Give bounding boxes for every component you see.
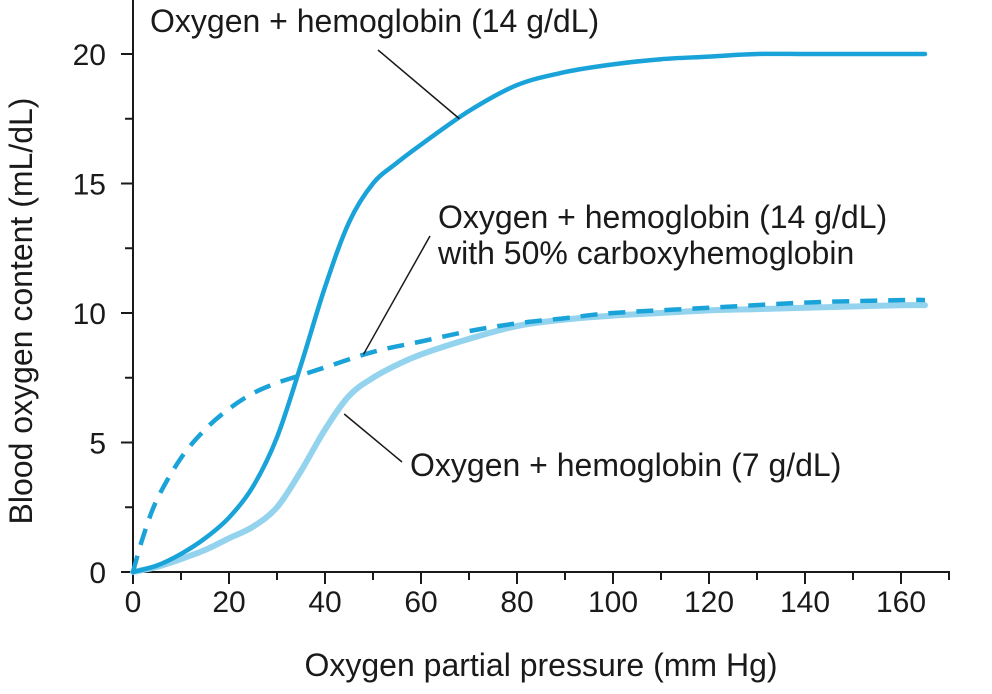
x-tick-label: 20: [212, 586, 245, 619]
annotation-label: Oxygen + hemoglobin (7 g/dL): [410, 447, 841, 483]
x-axis-label: Oxygen partial pressure (mm Hg): [304, 647, 777, 683]
x-tick-label: 100: [588, 586, 638, 619]
annotation-leader: [377, 49, 460, 120]
annotation-label: with 50% carboxyhemoglobin: [437, 235, 854, 271]
series-line-2: [130, 302, 928, 575]
annotation-layer: Oxygen + hemoglobin (14 g/dL) Oxygen + he…: [150, 3, 887, 483]
y-tick-label: 15: [73, 169, 106, 202]
annotation-label: Oxygen + hemoglobin (14 g/dL): [438, 199, 887, 235]
y-tick-label: 10: [73, 298, 106, 331]
x-tick-label: 40: [308, 586, 341, 619]
x-tick-label: 140: [780, 586, 830, 619]
x-tick-label: 60: [404, 586, 437, 619]
x-tick-label: 80: [500, 586, 533, 619]
x-tick-label: 0: [125, 586, 142, 619]
annotation-label: Oxygen + hemoglobin (14 g/dL): [150, 3, 599, 39]
x-tick-label: 120: [684, 586, 734, 619]
y-axis-label: Blood oxygen content (mL/dL): [3, 98, 39, 525]
annotation-leader: [343, 413, 403, 463]
series-line-0: [130, 51, 928, 575]
series-layer: [130, 51, 928, 575]
x-tick-label: 160: [876, 586, 926, 619]
y-tick-label: 5: [89, 428, 106, 461]
annotation-leader: [362, 235, 431, 355]
axes: 0 20 40 60 80 100 120 140 160 0 5 10 15 20 Oxygen part…: [3, 0, 950, 683]
y-tick-label: 0: [89, 557, 106, 590]
series-line-1: [130, 297, 926, 573]
y-tick-label: 20: [73, 39, 106, 72]
